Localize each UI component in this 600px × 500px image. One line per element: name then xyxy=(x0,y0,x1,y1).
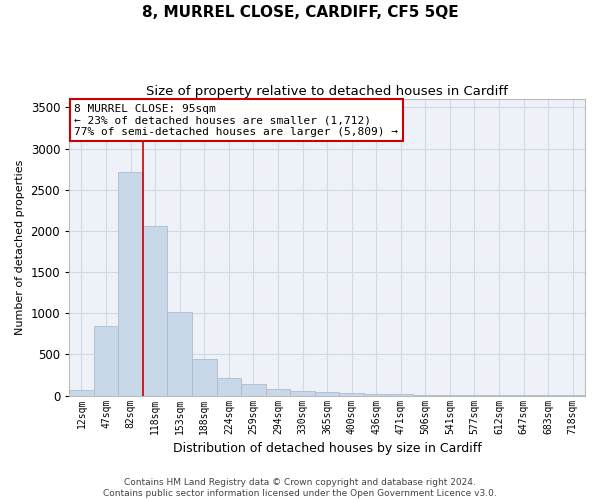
Bar xyxy=(118,172,143,396)
Bar xyxy=(266,390,290,396)
Bar xyxy=(143,226,167,396)
Bar xyxy=(364,394,389,396)
X-axis label: Distribution of detached houses by size in Cardiff: Distribution of detached houses by size … xyxy=(173,442,481,455)
Bar xyxy=(340,393,364,396)
Text: Contains HM Land Registry data © Crown copyright and database right 2024.
Contai: Contains HM Land Registry data © Crown c… xyxy=(103,478,497,498)
Bar xyxy=(192,360,217,396)
Bar xyxy=(413,395,437,396)
Bar xyxy=(437,395,462,396)
Bar xyxy=(217,378,241,396)
Bar xyxy=(241,384,266,396)
Bar xyxy=(290,391,315,396)
Text: 8, MURREL CLOSE, CARDIFF, CF5 5QE: 8, MURREL CLOSE, CARDIFF, CF5 5QE xyxy=(142,5,458,20)
Bar xyxy=(94,326,118,396)
Bar xyxy=(315,392,340,396)
Title: Size of property relative to detached houses in Cardiff: Size of property relative to detached ho… xyxy=(146,85,508,98)
Bar xyxy=(389,394,413,396)
Bar xyxy=(69,390,94,396)
Text: 8 MURREL CLOSE: 95sqm
← 23% of detached houses are smaller (1,712)
77% of semi-d: 8 MURREL CLOSE: 95sqm ← 23% of detached … xyxy=(74,104,398,137)
Y-axis label: Number of detached properties: Number of detached properties xyxy=(15,160,25,335)
Bar xyxy=(167,312,192,396)
